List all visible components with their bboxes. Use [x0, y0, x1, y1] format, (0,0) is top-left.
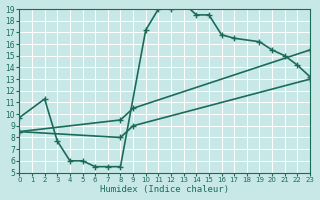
X-axis label: Humidex (Indice chaleur): Humidex (Indice chaleur) — [100, 185, 229, 194]
